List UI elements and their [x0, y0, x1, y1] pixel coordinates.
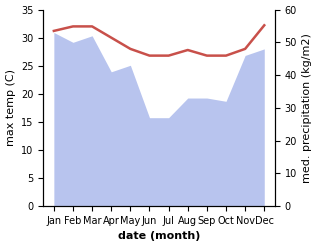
Y-axis label: med. precipitation (kg/m2): med. precipitation (kg/m2): [302, 33, 313, 183]
X-axis label: date (month): date (month): [118, 231, 200, 242]
Y-axis label: max temp (C): max temp (C): [5, 69, 16, 146]
